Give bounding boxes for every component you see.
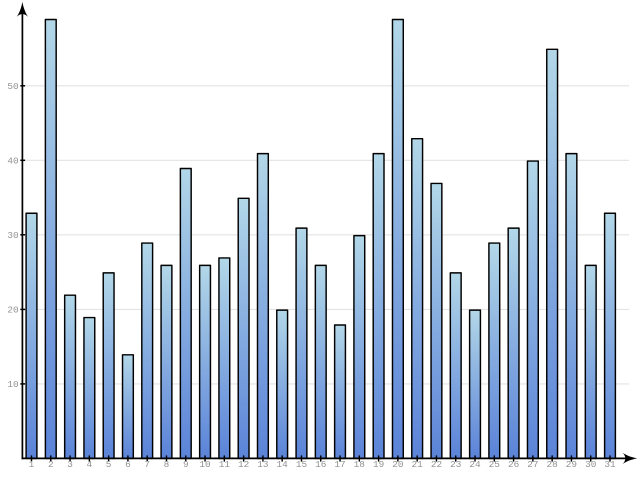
svg-text:23: 23	[450, 459, 462, 470]
svg-text:29: 29	[566, 459, 577, 470]
svg-text:18: 18	[354, 459, 366, 470]
svg-text:9: 9	[183, 459, 189, 470]
svg-text:17: 17	[334, 459, 345, 470]
svg-text:30: 30	[585, 459, 597, 470]
svg-text:31: 31	[604, 459, 616, 470]
svg-text:50: 50	[7, 81, 19, 92]
svg-text:20: 20	[7, 305, 19, 316]
svg-text:28: 28	[547, 459, 559, 470]
svg-text:4: 4	[87, 459, 93, 470]
svg-text:1: 1	[29, 459, 35, 470]
svg-text:20: 20	[392, 459, 404, 470]
svg-text:24: 24	[469, 459, 481, 470]
svg-text:40: 40	[7, 155, 19, 166]
svg-text:12: 12	[238, 459, 249, 470]
svg-text:10: 10	[7, 379, 19, 390]
svg-text:30: 30	[7, 230, 19, 241]
svg-text:5: 5	[106, 459, 112, 470]
svg-text:3: 3	[67, 459, 73, 470]
svg-text:2: 2	[48, 459, 54, 470]
svg-text:6: 6	[125, 459, 131, 470]
svg-text:14: 14	[277, 459, 289, 470]
svg-text:26: 26	[508, 459, 520, 470]
svg-text:8: 8	[164, 459, 170, 470]
svg-text:27: 27	[527, 459, 538, 470]
svg-text:13: 13	[257, 459, 269, 470]
svg-text:15: 15	[296, 459, 308, 470]
svg-text:10: 10	[199, 459, 211, 470]
svg-text:7: 7	[144, 459, 150, 470]
svg-text:19: 19	[373, 459, 384, 470]
svg-text:25: 25	[489, 459, 501, 470]
svg-text:11: 11	[219, 459, 231, 470]
svg-text:21: 21	[412, 459, 424, 470]
svg-text:16: 16	[315, 459, 327, 470]
svg-text:22: 22	[431, 459, 442, 470]
